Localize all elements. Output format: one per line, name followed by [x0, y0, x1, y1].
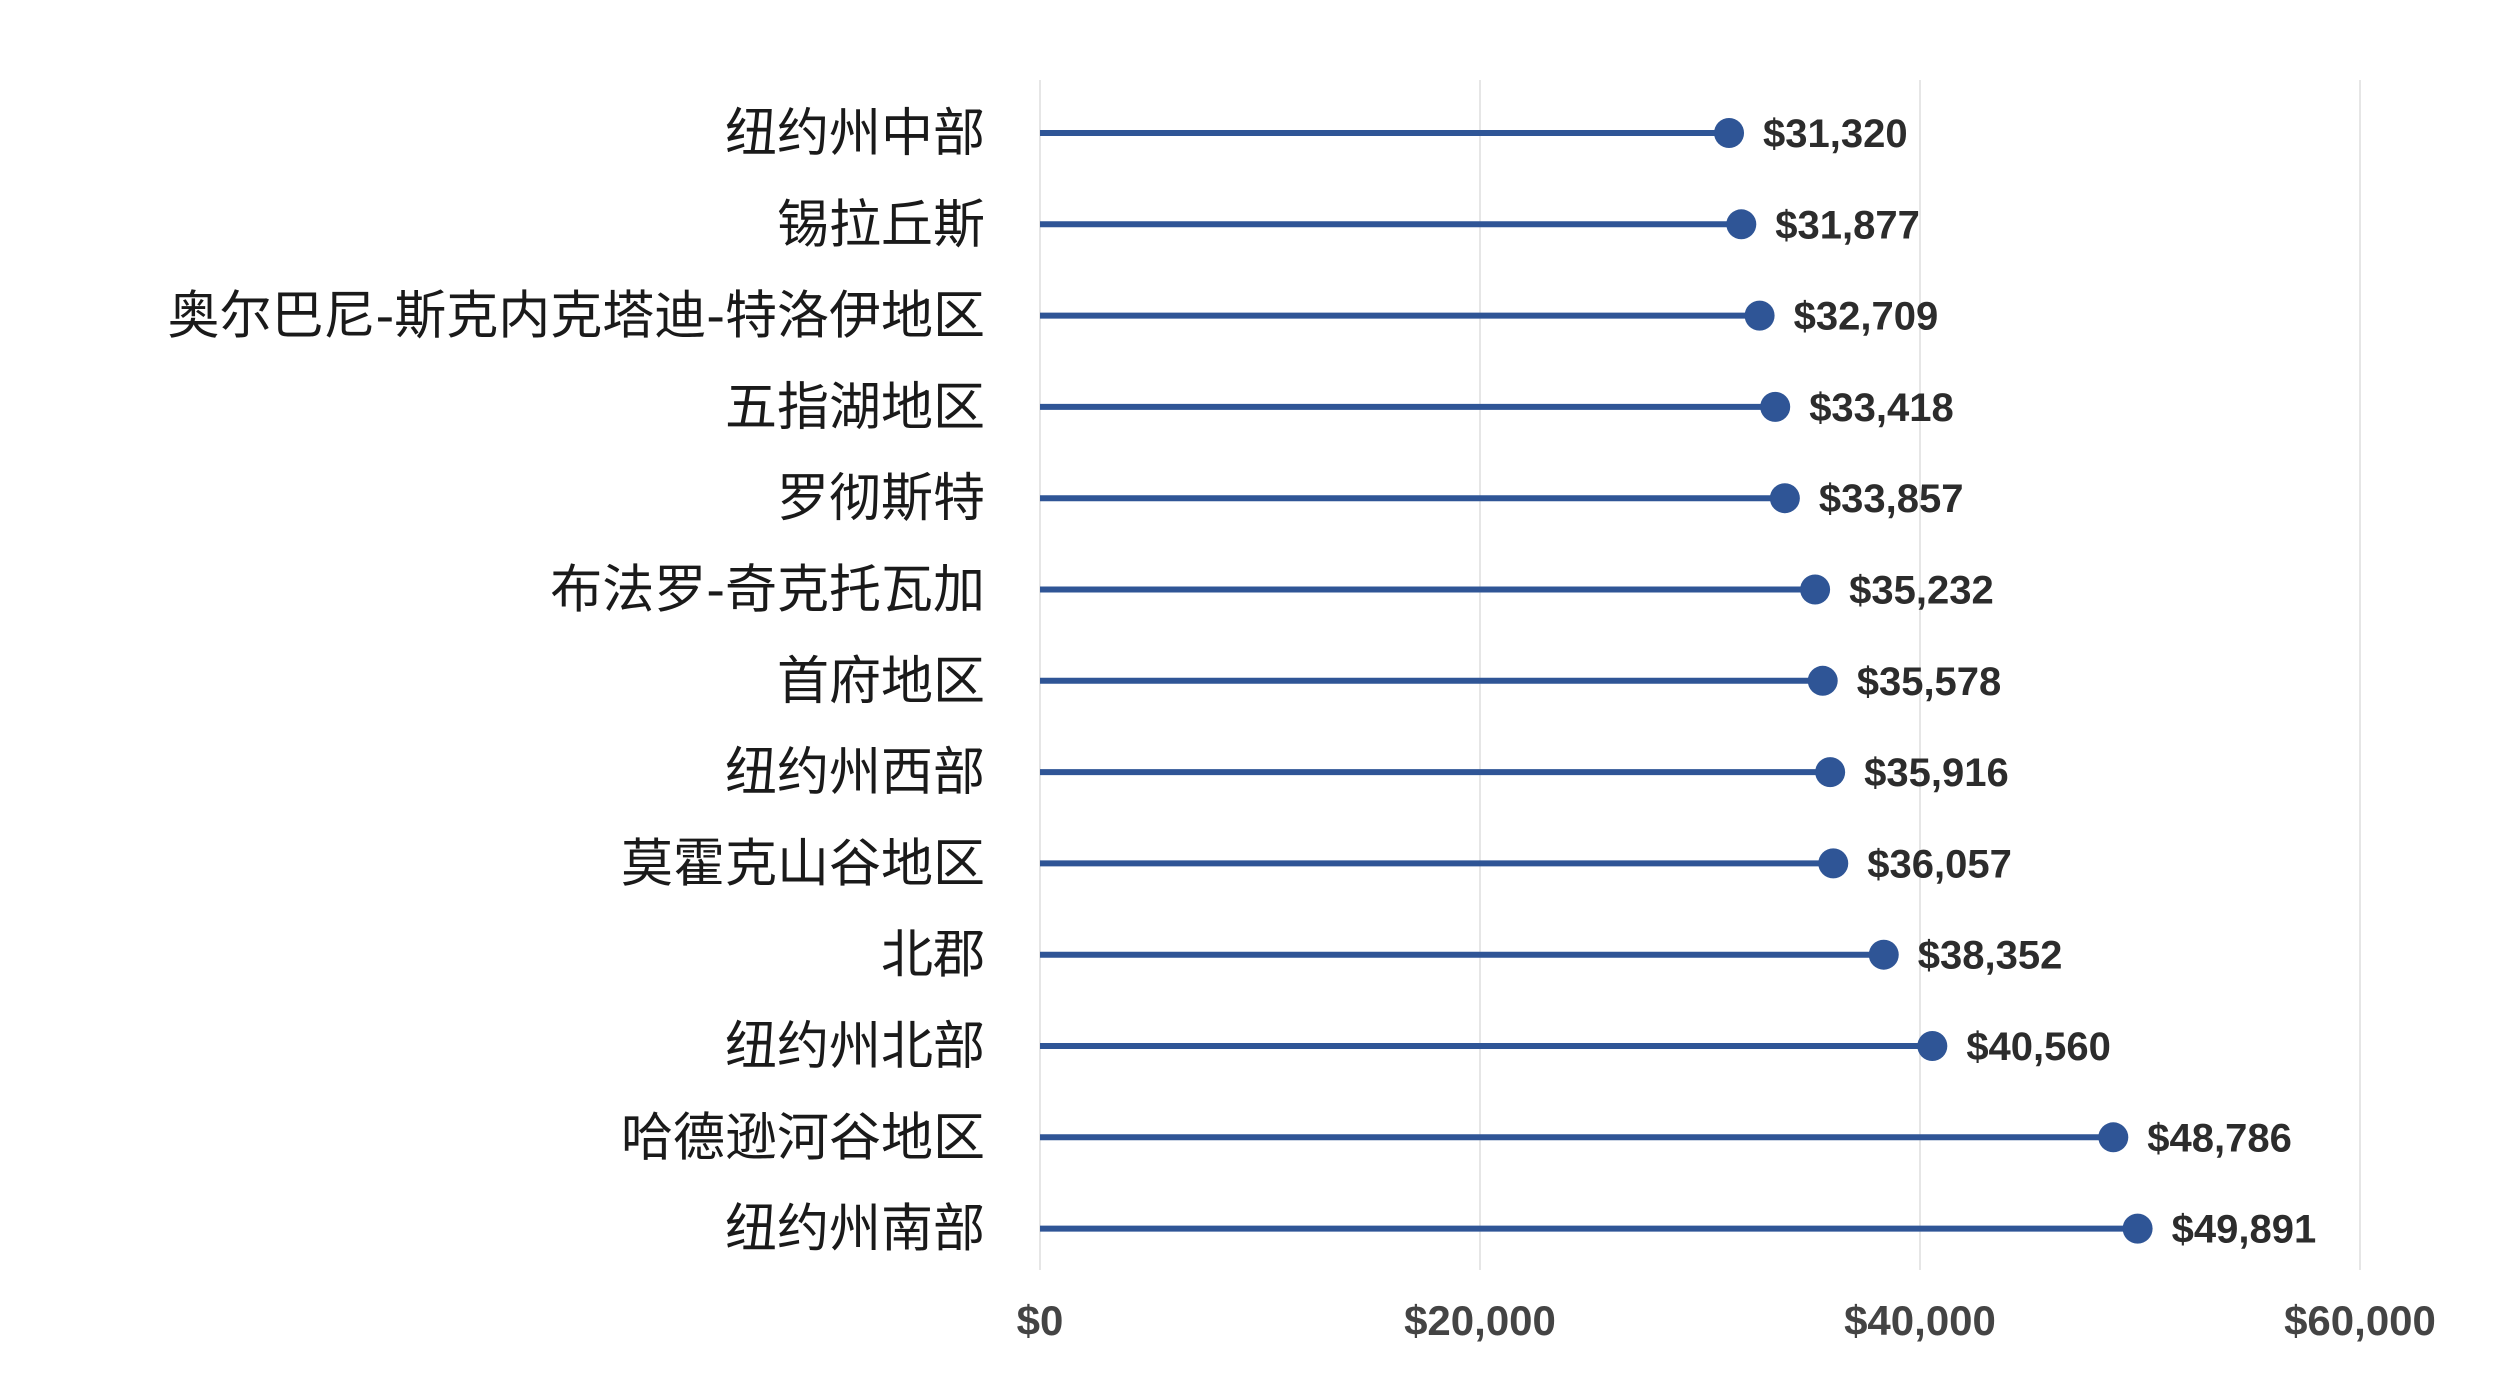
data-label: $33,857: [1819, 477, 1964, 521]
lollipop-point: [1917, 1031, 1948, 1061]
data-label: $31,877: [1775, 203, 1920, 247]
lollipop-point: [1769, 483, 1800, 514]
lollipop-point: [2098, 1122, 2129, 1153]
data-label: $35,916: [1864, 751, 2009, 795]
lollipop-point: [1760, 391, 1791, 422]
category-label: 纽约州中部: [725, 104, 985, 164]
data-label: $38,352: [1918, 934, 2063, 978]
lollipop-point: [1815, 757, 1846, 788]
x-tick-label: $20,000: [1404, 1297, 1556, 1344]
category-label: 纽约州西部: [725, 743, 985, 803]
lollipop-point: [1818, 848, 1849, 879]
data-label: $49,891: [2172, 1208, 2317, 1252]
x-tick-label: $60,000: [2284, 1297, 2436, 1344]
lollipop-point: [1726, 209, 1757, 240]
category-label: 纽约州南部: [725, 1200, 985, 1260]
lollipop-point: [1868, 939, 1899, 970]
category-label: 罗彻斯特: [777, 469, 985, 529]
category-label: 布法罗-奇克托瓦加: [550, 561, 985, 621]
category-label: 莫霍克山谷地区: [621, 834, 985, 894]
category-label: 首府地区: [777, 652, 985, 712]
grid-layer: [1039, 80, 2361, 1270]
x-tick-label: $40,000: [1844, 1297, 1996, 1344]
x-tick-label: $0: [1017, 1297, 1064, 1344]
lollipop-point: [1714, 118, 1745, 148]
category-label: 五指湖地区: [725, 378, 985, 438]
data-label: $35,578: [1857, 660, 2002, 704]
data-label: $40,560: [1966, 1025, 2111, 1069]
data-label: $31,320: [1763, 112, 1908, 156]
data-label: $33,418: [1809, 386, 1954, 430]
data-label: $32,709: [1794, 295, 1939, 339]
lollipop-point: [1800, 574, 1831, 605]
data-label: $35,232: [1849, 569, 1994, 613]
category-labels: 纽约州中部锡拉丘斯奥尔巴尼-斯克内克塔迪-特洛伊地区五指湖地区罗彻斯特布法罗-奇…: [167, 104, 985, 1260]
category-label: 纽约州北部: [725, 1017, 985, 1077]
category-label: 锡拉丘斯: [777, 195, 985, 255]
category-label: 奥尔巴尼-斯克内克塔迪-特洛伊地区: [167, 287, 985, 347]
category-label: 北郡: [881, 926, 985, 986]
lollipop-point: [1807, 665, 1838, 696]
lollipop-point: [2122, 1213, 2153, 1244]
x-axis: $0 $20,000 $40,000 $60,000: [1017, 1297, 2436, 1344]
lollipop-point: [1744, 300, 1775, 331]
data-label: $36,057: [1867, 842, 2012, 886]
series-layer: $31,320 $31,877 $32,709 $33,418 $33,857 $35,2…: [1040, 112, 2316, 1252]
plot-background: [550, 40, 2450, 1370]
category-label: 哈德逊河谷地区: [621, 1108, 985, 1168]
data-label: $48,786: [2147, 1116, 2292, 1160]
